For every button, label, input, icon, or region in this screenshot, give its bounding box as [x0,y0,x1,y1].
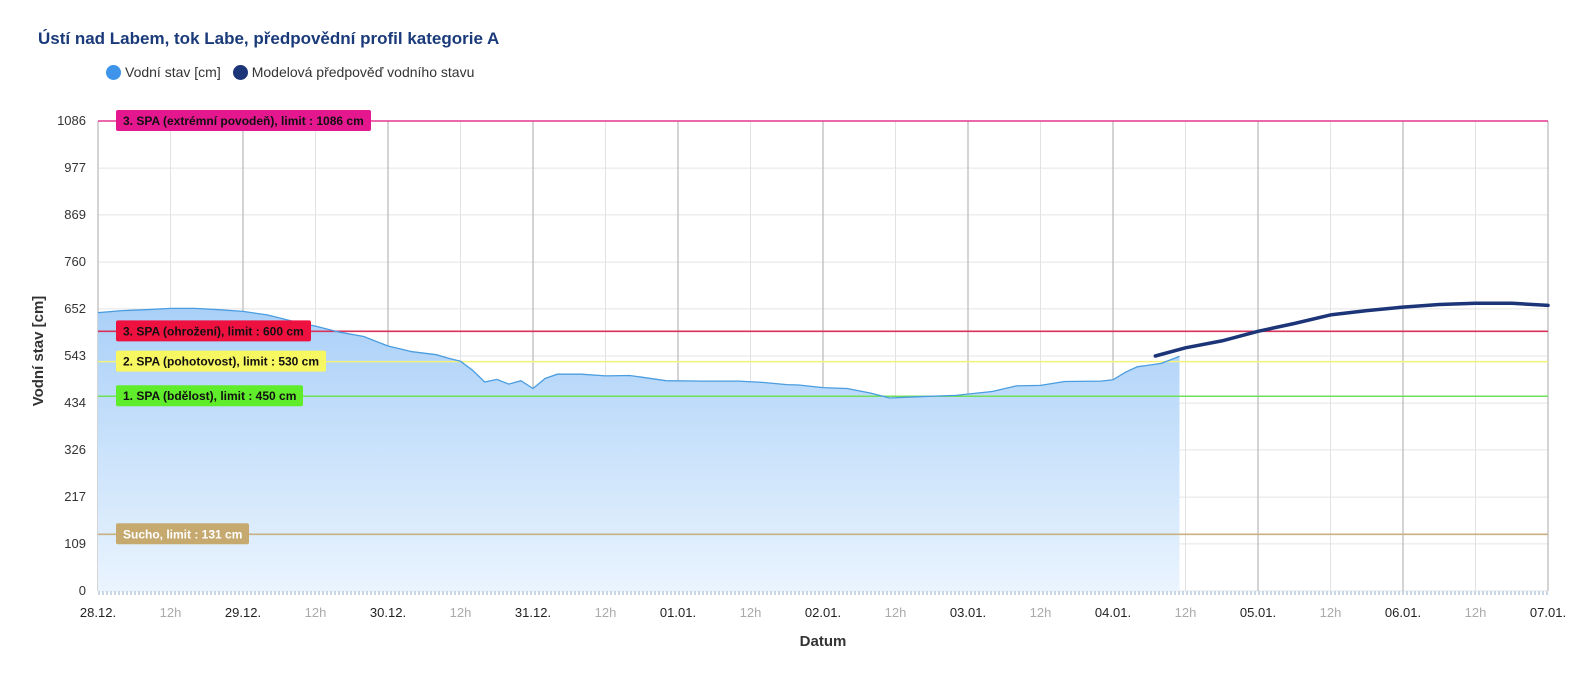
observed-area-fill [98,308,1180,591]
limit-label: Sucho, limit : 131 cm [116,523,249,545]
legend-dot-forecast-icon [232,64,248,80]
limit-label: 1. SPA (bdělost), limit : 450 cm [116,385,303,407]
x-tick-label: 03.01. [950,605,986,620]
observed-area [98,308,1180,591]
y-tick-label: 109 [64,536,86,551]
limit-label-bg [116,385,303,407]
limit-label: 3. SPA (extrémní povodeň), limit : 1086 … [116,110,371,131]
y-axis-title: Vodní stav [cm] [30,296,47,407]
y-tick-label: 652 [64,301,86,316]
x-tick-label: 31.12. [515,605,551,620]
y-tick-label: 869 [64,207,86,222]
x-tick-label: 12h [160,605,182,620]
limit-labels: 3. SPA (extrémní povodeň), limit : 1086 … [116,110,371,545]
limit-label-text: 1. SPA (bdělost), limit : 450 cm [123,389,296,403]
limit-label-text: 2. SPA (pohotovost), limit : 530 cm [123,355,319,369]
legend-label-observed: Vodní stav [cm] [125,64,221,80]
limit-label-text: 3. SPA (ohrožení), limit : 600 cm [123,324,304,338]
axes: 0 109 217 326 434 543 652 760 869 977 1086 28.12. 12… [57,113,1566,620]
x-tick-label: 12h [305,605,327,620]
legend-dot-observed-icon [106,64,121,80]
y-tick-label: 434 [64,395,86,410]
legend: Vodní stav [cm] Modelová předpověď vodní… [106,64,486,80]
x-tick-label: 12h [450,605,472,620]
y-tick-label: 1086 [57,113,86,128]
x-tick-label: 06.01. [1385,605,1421,620]
x-tick-label: 04.01. [1095,605,1131,620]
limit-label: 3. SPA (ohrožení), limit : 600 cm [116,320,311,342]
limit-label-bg [116,523,249,545]
x-tick-label: 29.12. [225,605,261,620]
x-tick-label: 12h [1465,605,1487,620]
limit-lines [98,120,1548,536]
x-tick-label: 12h [740,605,762,620]
y-tick-label: 326 [64,442,86,457]
legend-item-forecast[interactable]: Modelová předpověď vodního stavu [232,64,475,80]
legend-label-forecast: Modelová předpověď vodního stavu [251,64,475,80]
x-tick-label: 02.01. [805,605,841,620]
x-tick-label: 12h [1175,605,1197,620]
y-tick-label: 0 [79,583,86,598]
limit-label-text: Sucho, limit : 131 cm [123,527,242,541]
x-tick-label: 07.01. [1530,605,1566,620]
y-tick-label: 760 [64,254,86,269]
x-tick-label: 12h [1320,605,1342,620]
x-tick-label: 12h [595,605,617,620]
x-tick-label: 30.12. [370,605,406,620]
y-tick-label: 543 [64,348,86,363]
x-tick-label: 12h [885,605,907,620]
x-axis-title: Datum [800,633,847,650]
y-tick-label: 217 [64,489,86,504]
limit-label-bg [116,110,371,131]
x-tick-label: 28.12. [80,605,116,620]
limit-label-text: 3. SPA (extrémní povodeň), limit : 1086 … [123,114,364,128]
x-tick-label: 01.01. [660,605,696,620]
x-tick-label: 05.01. [1240,605,1276,620]
chart-title: Ústí nad Labem, tok Labe, předpovědní pr… [38,29,500,48]
legend-item-observed[interactable]: Vodní stav [cm] [106,64,221,80]
limit-label-bg [116,350,326,372]
limit-label-bg [116,320,311,342]
x-tick-label: 12h [1030,605,1052,620]
forecast-series-line [1153,301,1550,358]
limit-label: 2. SPA (pohotovost), limit : 530 cm [116,350,326,372]
y-tick-label: 977 [64,160,86,175]
